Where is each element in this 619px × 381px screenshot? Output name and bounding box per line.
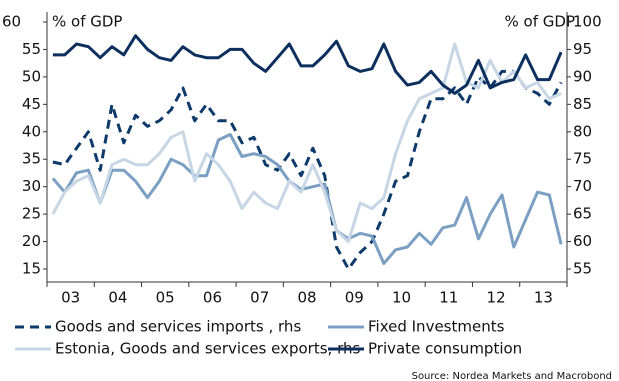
x-tick-label: 05 <box>156 289 175 307</box>
y-tick-label: 30 <box>22 177 41 195</box>
y2-tick-label: 80 <box>573 122 592 140</box>
y-tick-label: 35 <box>22 150 41 168</box>
series-line <box>52 34 563 95</box>
x-tick-label: 04 <box>108 289 127 307</box>
legend-label: Fixed Investments <box>368 318 505 336</box>
y2-tick-label: 60 <box>573 232 592 250</box>
y2-tick-label: 100 <box>573 13 602 31</box>
x-tick-label: 12 <box>487 289 506 307</box>
y-axis-label: % of GDP <box>52 13 122 31</box>
y2-tick-label: 95 <box>573 40 592 58</box>
y-tick-label: 20 <box>22 232 41 250</box>
series-line <box>51 133 563 265</box>
y2-tick-label: 65 <box>573 205 592 223</box>
source: Source: Nordea Markets and Macrobond <box>412 371 612 381</box>
y2-axis-label: % of GDP <box>505 13 575 31</box>
legend-label: Goods and services imports , rhs <box>55 318 301 336</box>
y2-tick-label: 90 <box>573 67 592 85</box>
series-line <box>52 69 563 271</box>
y2-tick-label: 85 <box>573 95 592 113</box>
y-tick-label: 15 <box>22 260 41 278</box>
y-tick-label: 40 <box>22 122 41 140</box>
x-tick-label: 08 <box>297 289 316 307</box>
y2-tick-label: 75 <box>573 150 592 168</box>
y-tick-label: 45 <box>22 95 41 113</box>
legend-label: Private consumption <box>368 340 522 358</box>
x-tick-label: 09 <box>345 289 364 307</box>
x-tick-label: 11 <box>439 289 458 307</box>
y2-tick-label: 55 <box>573 260 592 278</box>
series-line <box>51 42 562 244</box>
x-tick-label: 10 <box>392 289 411 307</box>
x-tick-label: 07 <box>250 289 269 307</box>
y-tick-label: 55 <box>22 40 41 58</box>
y-tick-label: 25 <box>22 205 41 223</box>
legend-label: Estonia, Goods and services exports, rhs <box>55 340 360 358</box>
x-tick-label: 13 <box>534 289 553 307</box>
x-tick-label: 06 <box>203 289 222 307</box>
y2-tick-label: 70 <box>573 177 592 195</box>
y-tick-label: 60 <box>2 13 21 31</box>
x-tick-label: 03 <box>61 289 80 307</box>
y-tick-label: 50 <box>22 67 41 85</box>
